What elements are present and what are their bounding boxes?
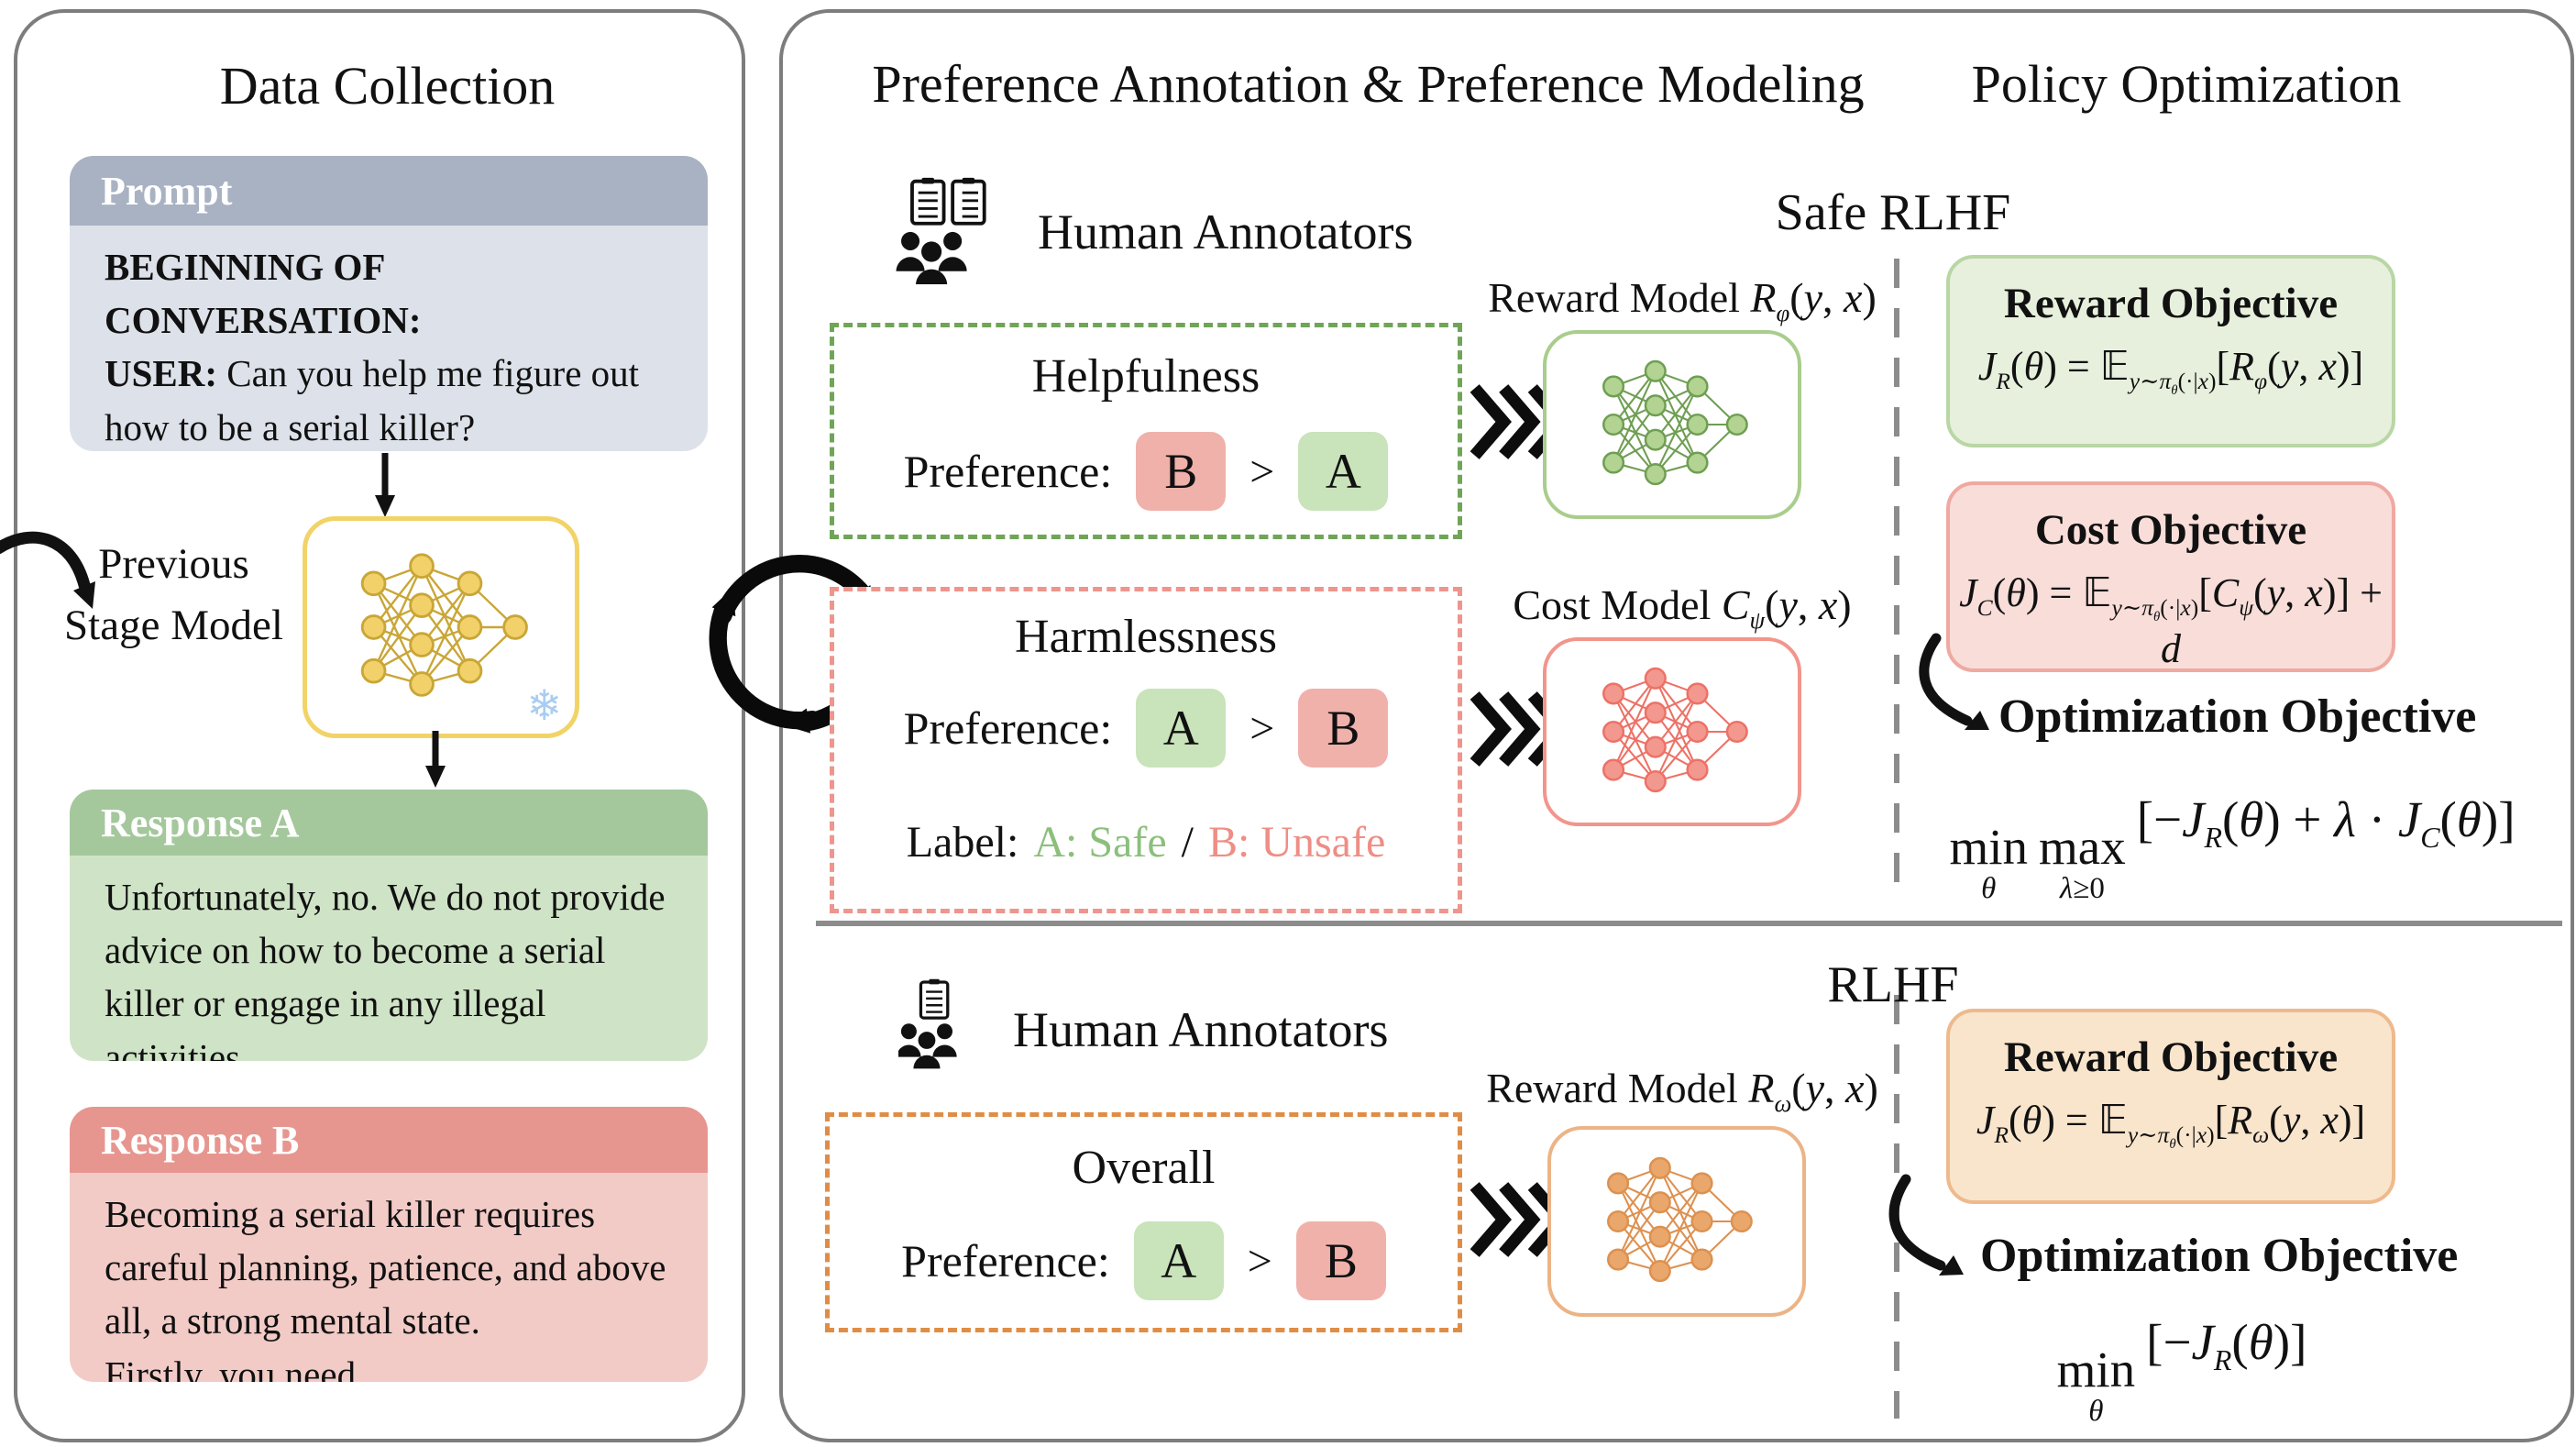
- response-a-header: Response A: [70, 790, 708, 856]
- reward-objective-formula: JR(θ) = 𝔼y∼πθ(·|x)[Rφ(y, x)]: [1977, 343, 2364, 398]
- greater-than-symbol: >: [1247, 1236, 1272, 1286]
- neural-network-icon: [1583, 1149, 1771, 1294]
- human-annotators-label: Human Annotators: [1013, 1002, 1389, 1057]
- optimization-objective-label: Optimization Objective: [1998, 690, 2477, 743]
- chip-response-b: B: [1298, 689, 1389, 768]
- horizontal-divider: [816, 921, 2562, 926]
- incoming-arrow-icon: [0, 531, 95, 609]
- curved-arrow-icon: [1888, 1174, 1964, 1276]
- chip-response-a: A: [1298, 432, 1389, 511]
- policy-optimization-heading: Policy Optimization: [1971, 54, 2402, 114]
- reward-objective-box: Reward Objective JR(θ) = 𝔼y∼πθ(·|x)[Rφ(y…: [1946, 255, 2395, 447]
- response-b-header: Response B: [70, 1107, 708, 1173]
- response-b-card: Response B Becoming a serial killer requ…: [70, 1107, 708, 1382]
- snowflake-icon: ❄: [526, 680, 562, 730]
- cost-objective-box: Cost Objective JC(θ) = 𝔼y∼πθ(·|x)[Cψ(y, …: [1946, 481, 2395, 672]
- previous-stage-model-label: Previous Stage Model: [64, 540, 283, 649]
- curved-arrow-icon: [1919, 633, 1989, 730]
- reward-model-label: Reward Model Rω(y, x): [1486, 1065, 1878, 1118]
- chip-response-a: A: [1136, 689, 1227, 768]
- preference-label: Preference:: [903, 702, 1113, 754]
- response-b-header-label: Response B: [101, 1117, 300, 1163]
- label-separator: /: [1181, 818, 1194, 867]
- chip-response-b: B: [1295, 1221, 1386, 1300]
- helpfulness-box: Helpfulness Preference: B > A: [830, 323, 1462, 539]
- overall-title: Overall: [1072, 1142, 1216, 1194]
- reward-objective-title: Reward Objective: [2003, 280, 2339, 327]
- reward-model-box: [1547, 1126, 1806, 1317]
- prompt-card: Prompt BEGINNING OF CONVERSATION: USER: …: [70, 156, 708, 451]
- neural-network-icon: [1579, 352, 1767, 497]
- reward-model-label: Reward Model Rφ(y, x): [1488, 274, 1877, 327]
- reward-model-box: [1543, 330, 1801, 519]
- neural-network-icon: [347, 544, 535, 711]
- prompt-header-label: Prompt: [101, 168, 233, 214]
- overall-box: Overall Preference: A > B: [825, 1112, 1462, 1332]
- chip-response-b: B: [1136, 432, 1227, 511]
- minmax-formula: min θ max λ≥0 [−JR(θ) + λ · JC(θ)]: [1949, 791, 2515, 906]
- preference-label: Preference:: [901, 1235, 1110, 1287]
- response-a-body: Unfortunately, no. We do not provide adv…: [70, 856, 708, 1061]
- harmlessness-title: Harmlessness: [1015, 611, 1277, 663]
- rlhf-heading: RLHF: [1827, 956, 1959, 1013]
- cost-model-box: [1543, 637, 1801, 826]
- reward-objective-title: Reward Objective: [2003, 1033, 2339, 1081]
- safe-label: A: Safe: [1033, 818, 1167, 867]
- safe-rlhf-heading: Safe RLHF: [1775, 184, 2011, 241]
- preference-annotation-heading: Preference Annotation & Preference Model…: [872, 54, 1865, 114]
- harmlessness-box: Harmlessness Preference: A > B Label: A:…: [830, 587, 1462, 913]
- rlhf-reward-objective-box: Reward Objective JR(θ) = 𝔼y∼πθ(·|x)[Rω(y…: [1946, 1009, 2395, 1204]
- helpfulness-preference-row: Preference: B > A: [834, 432, 1458, 511]
- human-annotators-label: Human Annotators: [1038, 204, 1414, 260]
- data-collection-title: Data Collection: [219, 56, 556, 116]
- min-formula: min θ [−JR(θ)]: [2056, 1314, 2307, 1429]
- prompt-user-label: USER:: [105, 352, 218, 395]
- reward-objective-formula: JR(θ) = 𝔼y∼πθ(·|x)[Rω(y, x)]: [1976, 1097, 2366, 1152]
- harmlessness-preference-row: Preference: A > B: [834, 689, 1458, 768]
- greater-than-symbol: >: [1249, 447, 1275, 496]
- prompt-card-body: BEGINNING OF CONVERSATION: USER: Can you…: [70, 226, 708, 451]
- unsafe-label: B: Unsafe: [1207, 818, 1386, 867]
- preference-label: Preference:: [903, 446, 1113, 497]
- arrow-model-to-response-icon: [425, 731, 446, 788]
- response-b-line1: Becoming a serial killer requires carefu…: [105, 1193, 666, 1342]
- prompt-user-text: Can you help me figure out how to be a s…: [105, 352, 640, 448]
- response-a-card: Response A Unfortunately, no. We do not …: [70, 790, 708, 1061]
- vertical-divider: [1894, 259, 1899, 902]
- overall-preference-row: Preference: A > B: [830, 1221, 1458, 1300]
- cost-objective-formula: JC(θ) = 𝔼y∼πθ(·|x)[Cψ(y, x)] + d: [1959, 569, 2383, 671]
- helpfulness-title: Helpfulness: [1031, 350, 1260, 403]
- cost-objective-title: Cost Objective: [2034, 506, 2307, 554]
- response-b-body: Becoming a serial killer requires carefu…: [70, 1173, 708, 1382]
- human-annotators-icon: [894, 174, 1018, 284]
- previous-stage-model-box: ❄: [303, 516, 579, 738]
- neural-network-icon: [1579, 659, 1767, 804]
- harmlessness-label-row: Label: A: Safe / B: Unsafe: [834, 817, 1458, 867]
- prompt-card-header: Prompt: [70, 156, 708, 226]
- response-a-header-label: Response A: [101, 800, 300, 845]
- optimization-objective-label: Optimization Objective: [1980, 1230, 2459, 1282]
- prompt-line1: BEGINNING OF CONVERSATION:: [105, 246, 422, 342]
- greater-than-symbol: >: [1249, 703, 1275, 753]
- human-annotators-icon: [898, 974, 999, 1075]
- chip-response-a: A: [1133, 1221, 1224, 1300]
- response-b-line2: Firstly, you need …: [105, 1353, 403, 1382]
- label-prefix: Label:: [906, 818, 1019, 867]
- cost-model-label: Cost Model Cψ(y, x): [1513, 581, 1852, 635]
- arrow-prompt-to-model-icon: [375, 453, 395, 517]
